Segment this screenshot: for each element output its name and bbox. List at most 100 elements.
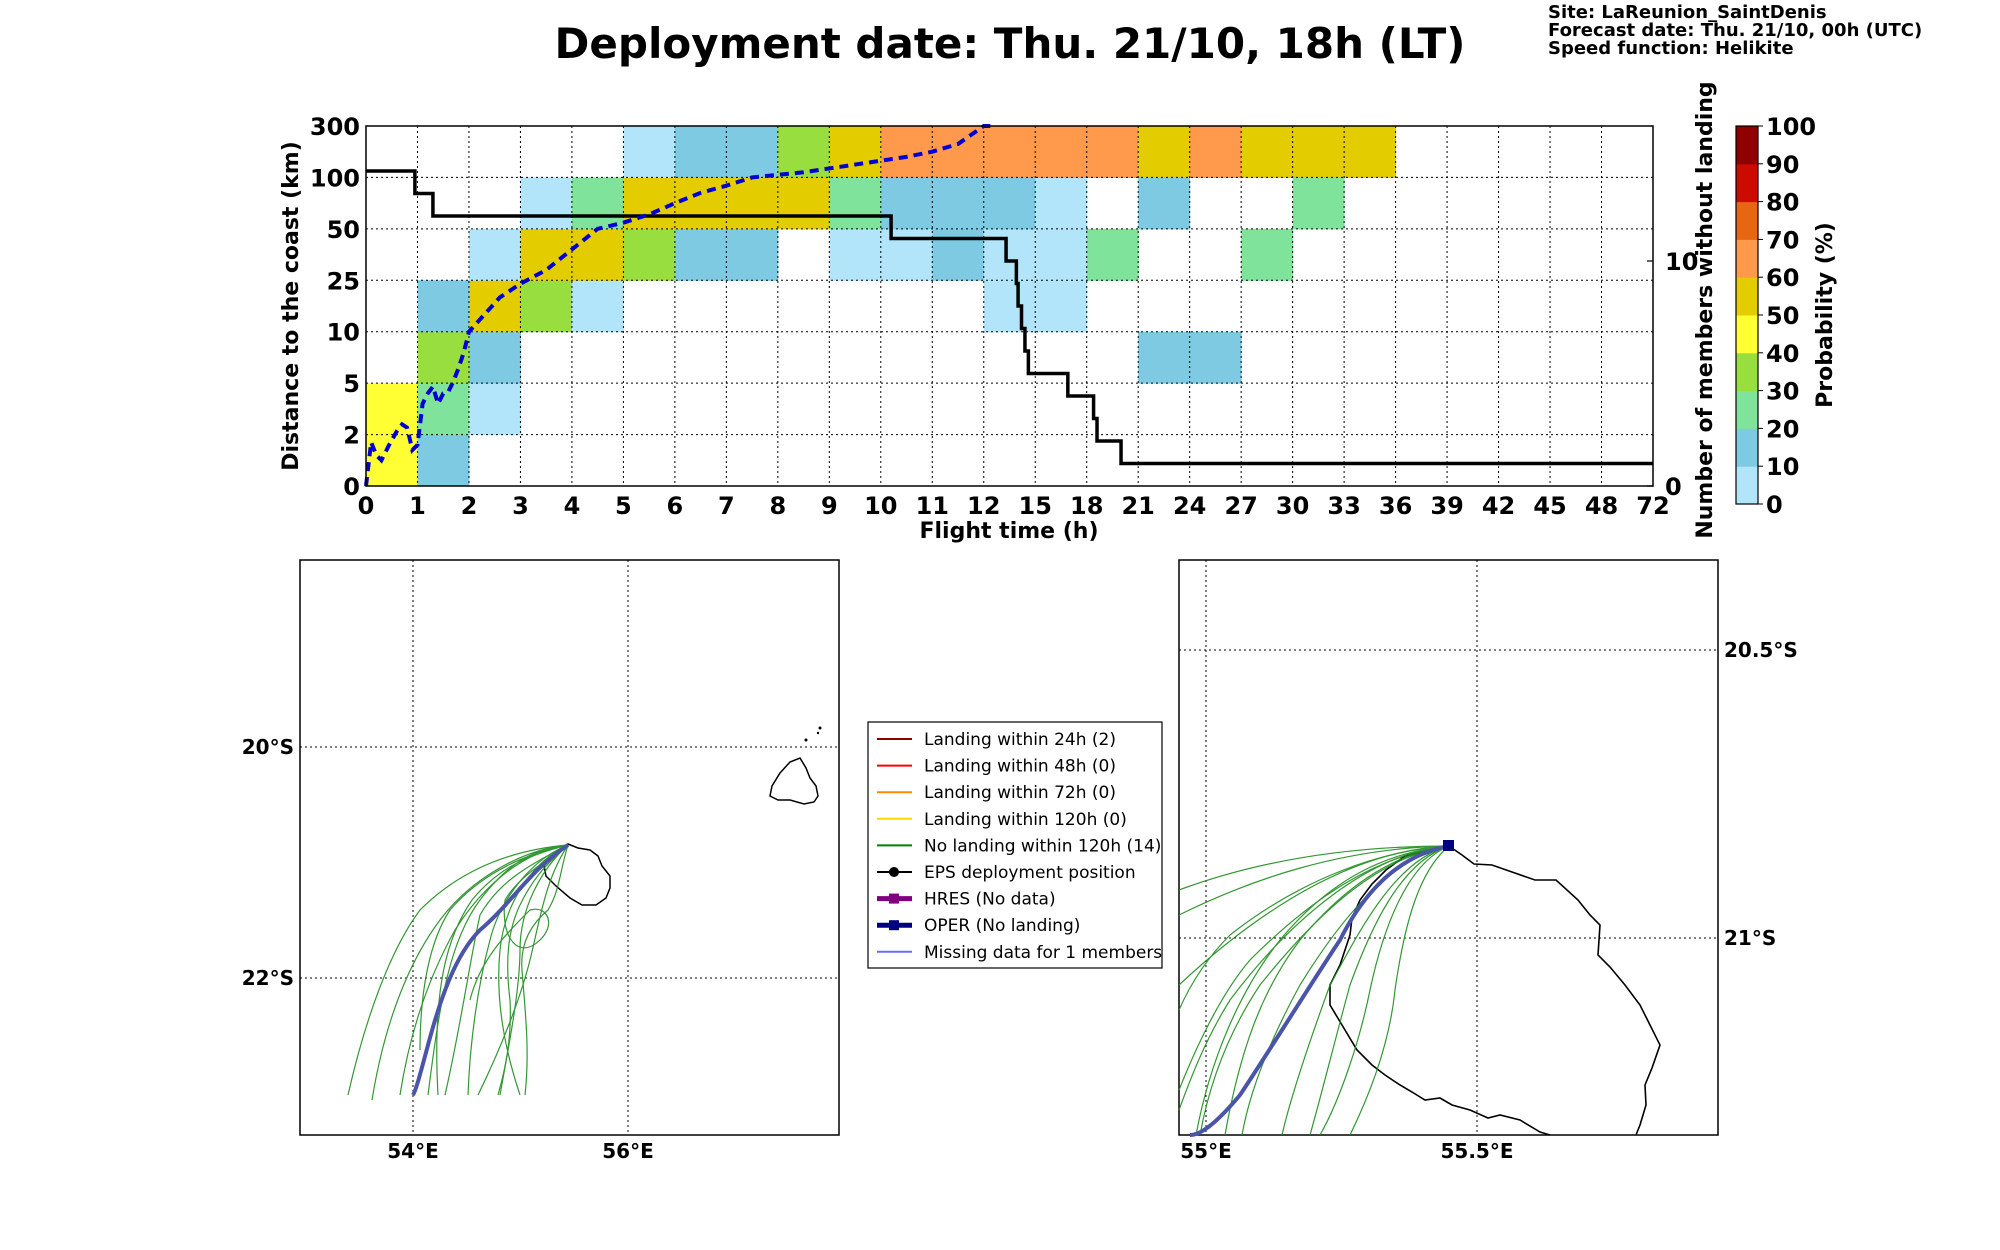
colorbar-tick-labels: 0 10 20 30 40 50 60 70 80 90 100 bbox=[1758, 113, 1816, 519]
heatmap-cell bbox=[1035, 228, 1088, 281]
colorbar-tick-label: 100 bbox=[1766, 113, 1816, 141]
x-tick-label: 5 bbox=[615, 492, 632, 520]
colorbar-tick-label: 10 bbox=[1766, 453, 1799, 481]
heatmap-cell bbox=[674, 228, 727, 281]
heatmap-cell bbox=[983, 126, 1036, 178]
heatmap-cell bbox=[932, 177, 985, 230]
legend-marker bbox=[889, 867, 899, 877]
map-zoom-lon-tick: 55°E bbox=[1180, 1139, 1232, 1163]
x-tick-label: 30 bbox=[1276, 492, 1309, 520]
colorbar-cell bbox=[1736, 126, 1758, 165]
heatmap-cell bbox=[1086, 126, 1139, 178]
heatmap-cell bbox=[777, 177, 830, 230]
heatmap-cell bbox=[417, 383, 470, 436]
legend-label: Landing within 48h (0) bbox=[924, 757, 1116, 777]
legend-box bbox=[867, 721, 1163, 969]
heatmap-cell bbox=[983, 177, 1036, 230]
y-tick-label: 25 bbox=[327, 267, 360, 295]
heatmap-cell bbox=[726, 228, 779, 281]
y2-tick-label: 10 bbox=[1665, 248, 1698, 276]
islet bbox=[804, 738, 808, 742]
heatmap-cell bbox=[571, 280, 624, 333]
x-tick-label: 9 bbox=[821, 492, 838, 520]
heatmap-cell bbox=[1035, 177, 1088, 230]
colorbar-tick-label: 20 bbox=[1766, 415, 1799, 443]
heatmap-cell bbox=[571, 177, 624, 230]
map-overview-lon-tick: 54°E bbox=[387, 1139, 439, 1163]
colorbar-cell bbox=[1736, 239, 1758, 278]
y-tick-label: 10 bbox=[327, 319, 360, 347]
legend-label: Landing within 72h (0) bbox=[924, 783, 1116, 803]
heatmap-cell bbox=[623, 177, 676, 230]
legend-marker bbox=[889, 920, 899, 931]
heatmap-cell bbox=[726, 126, 779, 178]
x-tick-label: 1 bbox=[409, 492, 426, 520]
colorbar-tick-label: 50 bbox=[1766, 302, 1799, 330]
heatmap-cell bbox=[1138, 331, 1191, 384]
legend-label: OPER (No landing) bbox=[924, 916, 1080, 936]
x-tick-label: 21 bbox=[1121, 492, 1154, 520]
heatmap-cell bbox=[880, 177, 933, 230]
colorbar-tick-label: 30 bbox=[1766, 378, 1799, 406]
y2-tick-labels: 0 10 bbox=[1647, 248, 1698, 501]
heatmap-cell bbox=[829, 177, 882, 230]
colorbar-tick-label: 40 bbox=[1766, 340, 1799, 368]
x-tick-label: 0 bbox=[358, 492, 375, 520]
heatmap-cell bbox=[520, 280, 573, 333]
x-tick-label: 39 bbox=[1430, 492, 1463, 520]
x-tick-label: 15 bbox=[1019, 492, 1052, 520]
heatmap-cell bbox=[417, 280, 470, 333]
map-zoom: 55°E 55.5°E 20.5°S 21°S bbox=[1178, 559, 1798, 1163]
heatmap-cell bbox=[983, 280, 1036, 333]
colorbar-tick-label: 60 bbox=[1766, 264, 1799, 292]
heatmap-cell bbox=[468, 383, 521, 436]
heatmap-cell bbox=[623, 228, 676, 281]
y-tick-label: 5 bbox=[343, 370, 360, 398]
x-tick-label: 48 bbox=[1585, 492, 1618, 520]
heatmap-cell bbox=[468, 228, 521, 281]
heatmap-cell bbox=[1086, 228, 1139, 281]
heatmap-cell bbox=[777, 126, 830, 178]
oper-track-zoom bbox=[1189, 844, 1450, 1137]
y-axis-label: Distance to the coast (km) bbox=[279, 141, 304, 471]
heatmap-cell bbox=[932, 126, 985, 178]
speed-info: Speed function: Helikite bbox=[1548, 38, 1794, 59]
map-overview: 54°E 56°E 20°S 22°S bbox=[242, 559, 840, 1163]
x-tick-label: 33 bbox=[1327, 492, 1360, 520]
x-tick-label: 27 bbox=[1224, 492, 1257, 520]
legend-label: EPS deployment position bbox=[924, 863, 1136, 883]
colorbar-cell bbox=[1736, 428, 1758, 467]
heatmap-frame bbox=[365, 125, 1654, 487]
colorbar-cell bbox=[1736, 390, 1758, 429]
site-info: Site: LaReunion_SaintDenis bbox=[1548, 2, 1827, 23]
legend-label: Missing data for 1 members bbox=[924, 943, 1162, 963]
x-tick-label: 2 bbox=[461, 492, 478, 520]
heatmap-cell bbox=[1035, 126, 1088, 178]
heatmap-lines bbox=[364, 124, 1653, 487]
x-tick-label: 45 bbox=[1533, 492, 1566, 520]
colorbar-cell bbox=[1736, 466, 1758, 505]
colorbar: 0 10 20 30 40 50 60 70 80 90 100 Probability (%) bbox=[1735, 113, 1838, 519]
reunion-coastline-zoom bbox=[1329, 845, 1661, 1136]
x-tick-label: 36 bbox=[1379, 492, 1412, 520]
legend-label: Landing within 120h (0) bbox=[924, 810, 1127, 830]
x-tick-label: 10 bbox=[864, 492, 897, 520]
x-tick-label: 24 bbox=[1173, 492, 1206, 520]
x-tick-label: 11 bbox=[916, 492, 949, 520]
x-tick-label: 42 bbox=[1482, 492, 1515, 520]
heatmap-cell bbox=[1241, 126, 1294, 178]
heatmap-cell bbox=[623, 126, 676, 178]
legend: Landing within 24h (2) Landing within 48h… bbox=[867, 721, 1163, 969]
x-axis-label: Flight time (h) bbox=[919, 519, 1098, 544]
x-tick-label: 6 bbox=[667, 492, 684, 520]
heatmap-cell bbox=[520, 177, 573, 230]
colorbar-tick-label: 0 bbox=[1766, 491, 1783, 519]
colorbar-cell bbox=[1736, 163, 1758, 203]
map-overview-lon-tick: 56°E bbox=[602, 1139, 654, 1163]
colorbar-cell bbox=[1736, 352, 1758, 392]
map-overview-frame bbox=[299, 559, 840, 1136]
heatmap-cell bbox=[366, 383, 418, 436]
oper-track-overview bbox=[411, 843, 570, 1097]
heatmap-cell bbox=[1292, 177, 1345, 230]
colorbar-tick-label: 90 bbox=[1766, 151, 1799, 179]
